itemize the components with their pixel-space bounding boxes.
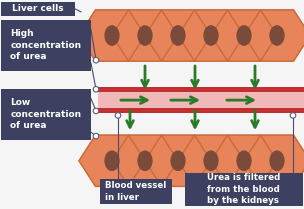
Polygon shape — [244, 10, 304, 61]
Ellipse shape — [138, 26, 152, 45]
Polygon shape — [79, 10, 145, 61]
Text: Low
concentration
of urea: Low concentration of urea — [10, 98, 81, 130]
Ellipse shape — [171, 151, 185, 170]
Ellipse shape — [204, 26, 218, 45]
Polygon shape — [145, 135, 211, 186]
Ellipse shape — [138, 151, 152, 170]
FancyBboxPatch shape — [1, 2, 75, 16]
Polygon shape — [178, 10, 244, 61]
Circle shape — [93, 133, 99, 139]
Ellipse shape — [105, 151, 119, 170]
Polygon shape — [112, 135, 178, 186]
FancyBboxPatch shape — [1, 20, 91, 71]
Polygon shape — [178, 135, 244, 186]
Circle shape — [290, 113, 296, 118]
Ellipse shape — [204, 151, 218, 170]
FancyBboxPatch shape — [100, 178, 172, 204]
Text: High
concentration
of urea: High concentration of urea — [10, 29, 81, 61]
Bar — [98, 108, 304, 113]
Ellipse shape — [237, 151, 251, 170]
FancyBboxPatch shape — [185, 173, 303, 206]
Text: Liver cells: Liver cells — [12, 4, 64, 13]
Circle shape — [93, 108, 99, 114]
Ellipse shape — [237, 26, 251, 45]
Polygon shape — [211, 135, 277, 186]
Ellipse shape — [270, 151, 284, 170]
FancyBboxPatch shape — [1, 89, 91, 140]
Polygon shape — [211, 10, 277, 61]
Bar — [98, 87, 304, 92]
Circle shape — [93, 87, 99, 92]
Ellipse shape — [171, 26, 185, 45]
Polygon shape — [79, 135, 145, 186]
Text: Blood vessel
in liver: Blood vessel in liver — [105, 181, 167, 201]
Polygon shape — [112, 10, 178, 61]
Ellipse shape — [105, 26, 119, 45]
Circle shape — [93, 57, 99, 63]
Bar — [98, 87, 304, 113]
Circle shape — [115, 113, 121, 118]
Polygon shape — [244, 135, 304, 186]
Polygon shape — [145, 10, 211, 61]
Text: Urea is filtered
from the blood
by the kidneys: Urea is filtered from the blood by the k… — [207, 173, 281, 205]
Ellipse shape — [270, 26, 284, 45]
